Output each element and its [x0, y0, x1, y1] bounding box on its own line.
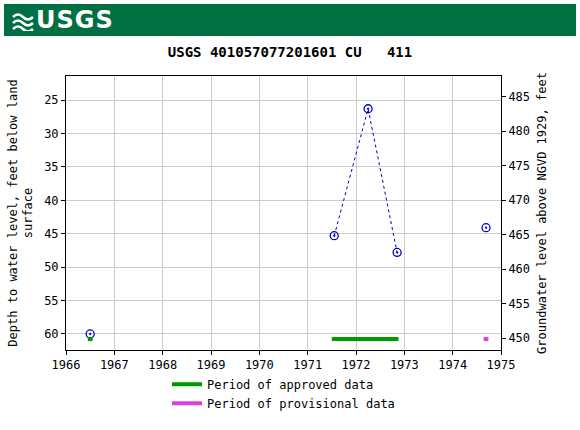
svg-text:1968: 1968 [148, 358, 177, 372]
svg-text:25: 25 [44, 93, 58, 107]
svg-text:475: 475 [508, 159, 530, 173]
html-text:USGS: USGS [36, 6, 114, 34]
svg-text:Period of approved data: Period of approved data [207, 378, 373, 392]
svg-text:465: 465 [508, 228, 530, 242]
svg-text:60: 60 [44, 327, 58, 341]
svg-text:1970: 1970 [245, 358, 274, 372]
svg-text:Depth to water level, feet bel: Depth to water level, feet below landsur… [6, 79, 36, 346]
svg-text:30: 30 [44, 127, 58, 141]
svg-text:1972: 1972 [342, 358, 371, 372]
svg-text:1966: 1966 [52, 358, 81, 372]
svg-text:1967: 1967 [100, 358, 129, 372]
svg-text:55: 55 [44, 294, 58, 308]
svg-text:1975: 1975 [487, 358, 516, 372]
svg-text:455: 455 [508, 297, 530, 311]
svg-text:Period of provisional data: Period of provisional data [207, 397, 395, 411]
svg-text:460: 460 [508, 262, 530, 276]
svg-text:50: 50 [44, 260, 58, 274]
svg-text:USGS 401057077201601 CU 411: USGS 401057077201601 CU 411 [168, 44, 412, 60]
svg-text:45: 45 [44, 227, 58, 241]
svg-text:485: 485 [508, 90, 530, 104]
svg-text:Groundwater level above NGVD 1: Groundwater level above NGVD 1929, feet [535, 72, 549, 354]
svg-text:1969: 1969 [197, 358, 226, 372]
svg-text:470: 470 [508, 193, 530, 207]
svg-text:450: 450 [508, 331, 530, 345]
svg-text:40: 40 [44, 194, 58, 208]
svg-text:1974: 1974 [438, 358, 467, 372]
svg-text:1971: 1971 [293, 358, 322, 372]
svg-text:35: 35 [44, 160, 58, 174]
svg-text:1973: 1973 [390, 358, 419, 372]
svg-text:480: 480 [508, 124, 530, 138]
